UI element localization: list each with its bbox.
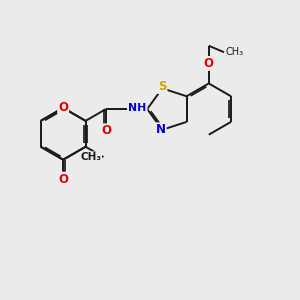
- Text: CH₃: CH₃: [80, 152, 101, 162]
- Text: O: O: [101, 124, 111, 137]
- Text: O: O: [58, 172, 68, 186]
- Text: O: O: [58, 101, 68, 114]
- Text: N: N: [156, 123, 166, 136]
- Text: O: O: [204, 57, 214, 70]
- Text: S: S: [158, 80, 166, 93]
- Text: CH₃: CH₃: [226, 47, 244, 57]
- Text: NH: NH: [128, 103, 147, 113]
